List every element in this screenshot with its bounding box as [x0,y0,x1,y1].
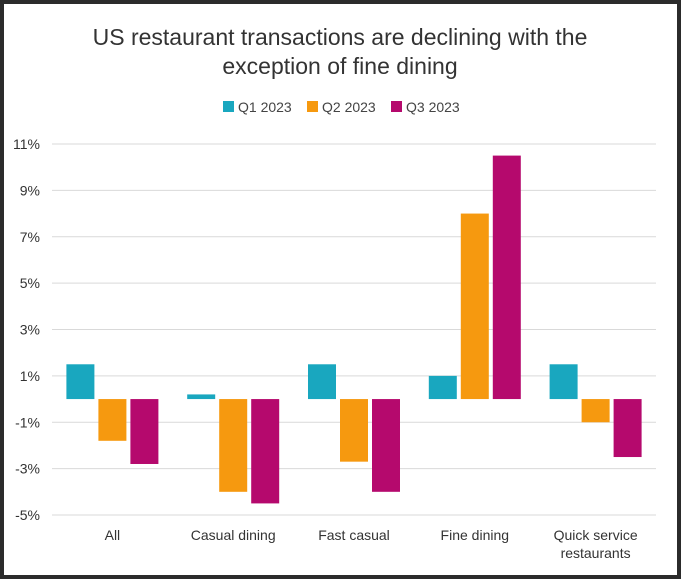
bar-fine-dining-q3-2023 [492,155,521,400]
legend-swatch-q3-2023 [391,101,402,112]
x-category-label: Casual dining [191,527,276,543]
legend-label-q2-2023: Q2 2023 [322,99,376,115]
y-tick-label: -1% [15,414,40,430]
bar-all-q3-2023 [130,399,159,464]
legend-label-q3-2023: Q3 2023 [406,99,460,115]
bar-casual-dining-q1-2023 [187,394,216,400]
y-tick-label: -3% [15,461,40,477]
bar-casual-dining-q3-2023 [251,399,280,504]
y-axis-ticks: 11% 9% 7% 5% 3% 1% -1% -3% -5% [13,136,40,523]
bar-casual-dining-q2-2023 [219,399,248,492]
bar-fast-casual-q2-2023 [340,399,368,462]
bar-quick-service-restaurants-q3-2023 [613,399,642,458]
y-tick-label: 9% [20,182,40,198]
chart-card: US restaurant transactions are declining… [4,4,677,575]
bar-all-q1-2023 [66,364,95,400]
y-tick-label: 11% [13,136,40,152]
x-category-label: Quick service [554,527,638,543]
y-tick-label: 3% [20,322,40,338]
chart-title-line-1: US restaurant transactions are declining… [93,24,588,50]
y-tick-label: 1% [20,368,40,384]
bar-fast-casual-q3-2023 [372,399,400,492]
bar-quick-service-restaurants-q1-2023 [549,364,578,400]
x-axis-categories: All Casual dining Fast casual Fine dining Qu… [105,527,638,561]
y-tick-label: -5% [15,507,40,523]
x-category-label: restaurants [561,545,631,561]
bar-quick-service-restaurants-q2-2023 [581,399,610,423]
bar-all-q2-2023 [98,399,127,441]
bars [66,155,642,504]
bar-fine-dining-q2-2023 [460,213,489,400]
bar-fine-dining-q1-2023 [428,375,457,400]
legend-swatch-q1-2023 [223,101,234,112]
legend-label-q1-2023: Q1 2023 [238,99,292,115]
y-tick-label: 7% [20,229,40,245]
x-category-label: Fast casual [318,527,390,543]
bar-fast-casual-q1-2023 [308,364,336,400]
x-category-label: All [105,527,121,543]
chart-title: US restaurant transactions are declining… [93,24,588,79]
legend-swatch-q2-2023 [307,101,318,112]
chart-legend: Q1 2023 Q2 2023 Q3 2023 [223,99,460,115]
y-tick-label: 5% [20,275,40,291]
chart-title-line-2: exception of fine dining [222,53,457,79]
x-category-label: Fine dining [441,527,510,543]
bar-chart: US restaurant transactions are declining… [13,24,656,561]
